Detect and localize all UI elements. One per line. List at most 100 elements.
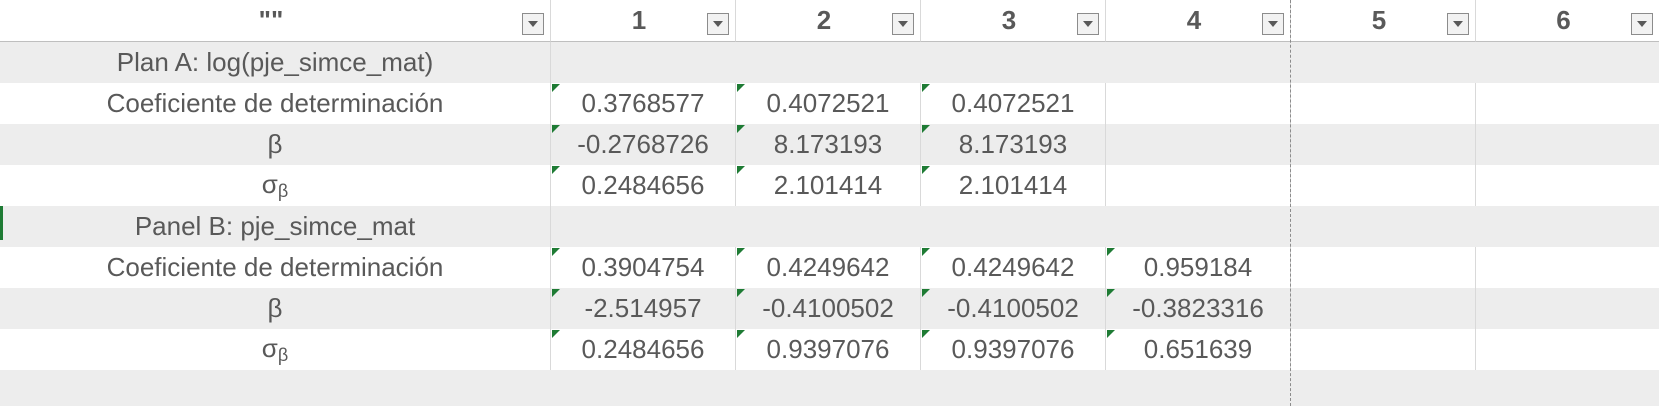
table-cell[interactable]: 2.101414: [736, 165, 921, 206]
table-cell[interactable]: [1291, 206, 1476, 247]
table-cell[interactable]: [1476, 206, 1659, 247]
table-cell[interactable]: 0.2484656: [551, 165, 736, 206]
error-indicator-icon: [737, 166, 745, 174]
table-cell[interactable]: [1291, 288, 1476, 329]
filter-dropdown-button[interactable]: [707, 13, 729, 35]
table-cell[interactable]: -0.3823316: [1106, 288, 1291, 329]
table-cell[interactable]: 0.9397076: [921, 329, 1106, 370]
column-header-2[interactable]: 2: [736, 0, 921, 42]
row-label: Coeficiente de determinación: [106, 252, 444, 282]
column-header-text: 3: [1001, 5, 1017, 35]
row-label-cell[interactable]: σβ: [0, 165, 551, 206]
error-indicator-icon: [1107, 248, 1115, 256]
table-cell[interactable]: 0.3768577: [551, 83, 736, 124]
table-cell[interactable]: 0.2484656: [551, 329, 736, 370]
table-cell[interactable]: 0.4249642: [736, 247, 921, 288]
column-header-6[interactable]: 6: [1476, 0, 1659, 42]
table-cell[interactable]: -0.2768726: [551, 124, 736, 165]
cell-value: 8.173193: [773, 129, 883, 159]
row-label-cell[interactable]: Coeficiente de determinación: [0, 83, 551, 124]
table-cell[interactable]: [1291, 165, 1476, 206]
beta-subscript: β: [277, 345, 289, 365]
table-cell[interactable]: [1476, 247, 1659, 288]
table-cell[interactable]: [1106, 165, 1291, 206]
table-cell[interactable]: [1291, 124, 1476, 165]
table-cell[interactable]: -0.4100502: [736, 288, 921, 329]
filter-dropdown-button[interactable]: [522, 13, 544, 35]
table-cell[interactable]: [1106, 124, 1291, 165]
column-header-text: 2: [816, 5, 832, 35]
table-cell[interactable]: 0.651639: [1106, 329, 1291, 370]
table-cell[interactable]: [1476, 165, 1659, 206]
empty-grid-area[interactable]: [0, 370, 1659, 406]
table-cell[interactable]: [736, 42, 921, 83]
filter-dropdown-button[interactable]: [1262, 13, 1284, 35]
table-cell[interactable]: [1291, 247, 1476, 288]
row-selection-marker: [0, 206, 3, 240]
cell-value: 0.4072521: [951, 88, 1075, 118]
page-break-line: [1290, 0, 1291, 406]
cell-value: -0.3823316: [1132, 293, 1264, 323]
table-cell[interactable]: 0.4072521: [736, 83, 921, 124]
table-cell[interactable]: [921, 206, 1106, 247]
column-header-label[interactable]: "": [0, 0, 551, 42]
filter-dropdown-button[interactable]: [1631, 13, 1653, 35]
table-cell[interactable]: [1476, 124, 1659, 165]
error-indicator-icon: [737, 330, 745, 338]
column-header-text: 1: [631, 5, 647, 35]
table-cell[interactable]: 8.173193: [736, 124, 921, 165]
table-cell[interactable]: 0.4072521: [921, 83, 1106, 124]
filter-dropdown-button[interactable]: [892, 13, 914, 35]
table-cell[interactable]: 0.3904754: [551, 247, 736, 288]
error-indicator-icon: [552, 248, 560, 256]
table-cell[interactable]: -2.514957: [551, 288, 736, 329]
column-header-4[interactable]: 4: [1106, 0, 1291, 42]
table-cell[interactable]: [1476, 329, 1659, 370]
cell-value: 0.959184: [1143, 252, 1253, 282]
sigma-symbol: σ: [261, 169, 278, 199]
table-cell[interactable]: [736, 206, 921, 247]
row-label-cell[interactable]: σβ: [0, 329, 551, 370]
column-header-3[interactable]: 3: [921, 0, 1106, 42]
table-cell[interactable]: [551, 206, 736, 247]
table-cell[interactable]: 0.4249642: [921, 247, 1106, 288]
error-indicator-icon: [737, 125, 745, 133]
section-label-cell[interactable]: Plan A: log(pje_simce_mat): [0, 42, 551, 83]
table-cell[interactable]: [1476, 42, 1659, 83]
table-cell[interactable]: [1106, 42, 1291, 83]
cell-value: -2.514957: [584, 293, 702, 323]
column-header-5[interactable]: 5: [1291, 0, 1476, 42]
table-cell[interactable]: [921, 42, 1106, 83]
error-indicator-icon: [922, 330, 930, 338]
error-indicator-icon: [737, 84, 745, 92]
row-label-cell[interactable]: Coeficiente de determinación: [0, 247, 551, 288]
error-indicator-icon: [922, 125, 930, 133]
table-cell[interactable]: [1291, 42, 1476, 83]
row-label-cell[interactable]: β: [0, 288, 551, 329]
filter-dropdown-button[interactable]: [1447, 13, 1469, 35]
error-indicator-icon: [922, 248, 930, 256]
column-header-text: 6: [1556, 5, 1571, 35]
cell-value: 0.9397076: [951, 334, 1075, 364]
table-cell[interactable]: -0.4100502: [921, 288, 1106, 329]
table-cell[interactable]: [1476, 83, 1659, 124]
table-cell[interactable]: 0.9397076: [736, 329, 921, 370]
cell-value: -0.2768726: [577, 129, 709, 159]
section-label-cell[interactable]: Panel B: pje_simce_mat: [0, 206, 551, 247]
table-cell[interactable]: [1106, 206, 1291, 247]
row-label-cell[interactable]: β: [0, 124, 551, 165]
error-indicator-icon: [737, 289, 745, 297]
row-label: β: [267, 129, 283, 159]
table-cell[interactable]: [1291, 83, 1476, 124]
table-cell[interactable]: [551, 42, 736, 83]
error-indicator-icon: [552, 289, 560, 297]
table-cell[interactable]: [1476, 288, 1659, 329]
column-header-1[interactable]: 1: [551, 0, 736, 42]
table-cell[interactable]: [1291, 329, 1476, 370]
table-cell[interactable]: 2.101414: [921, 165, 1106, 206]
sigma-symbol: σ: [261, 333, 278, 363]
table-cell[interactable]: [1106, 83, 1291, 124]
filter-dropdown-button[interactable]: [1077, 13, 1099, 35]
table-cell[interactable]: 0.959184: [1106, 247, 1291, 288]
table-cell[interactable]: 8.173193: [921, 124, 1106, 165]
